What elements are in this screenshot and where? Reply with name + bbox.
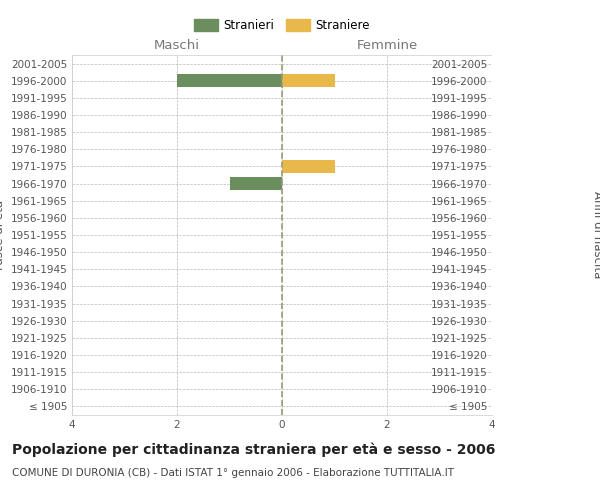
Bar — [177, 74, 282, 87]
Legend: Stranieri, Straniere: Stranieri, Straniere — [189, 14, 375, 36]
Text: COMUNE DI DURONIA (CB) - Dati ISTAT 1° gennaio 2006 - Elaborazione TUTTITALIA.IT: COMUNE DI DURONIA (CB) - Dati ISTAT 1° g… — [12, 468, 454, 477]
Y-axis label: Fasce di età: Fasce di età — [0, 200, 6, 270]
Text: Maschi: Maschi — [154, 38, 200, 52]
Bar — [229, 177, 282, 190]
Text: Popolazione per cittadinanza straniera per età e sesso - 2006: Popolazione per cittadinanza straniera p… — [12, 442, 496, 457]
Bar — [282, 160, 335, 173]
Bar — [282, 74, 335, 87]
Text: Anni di nascita: Anni di nascita — [590, 192, 600, 278]
Text: Femmine: Femmine — [356, 38, 418, 52]
